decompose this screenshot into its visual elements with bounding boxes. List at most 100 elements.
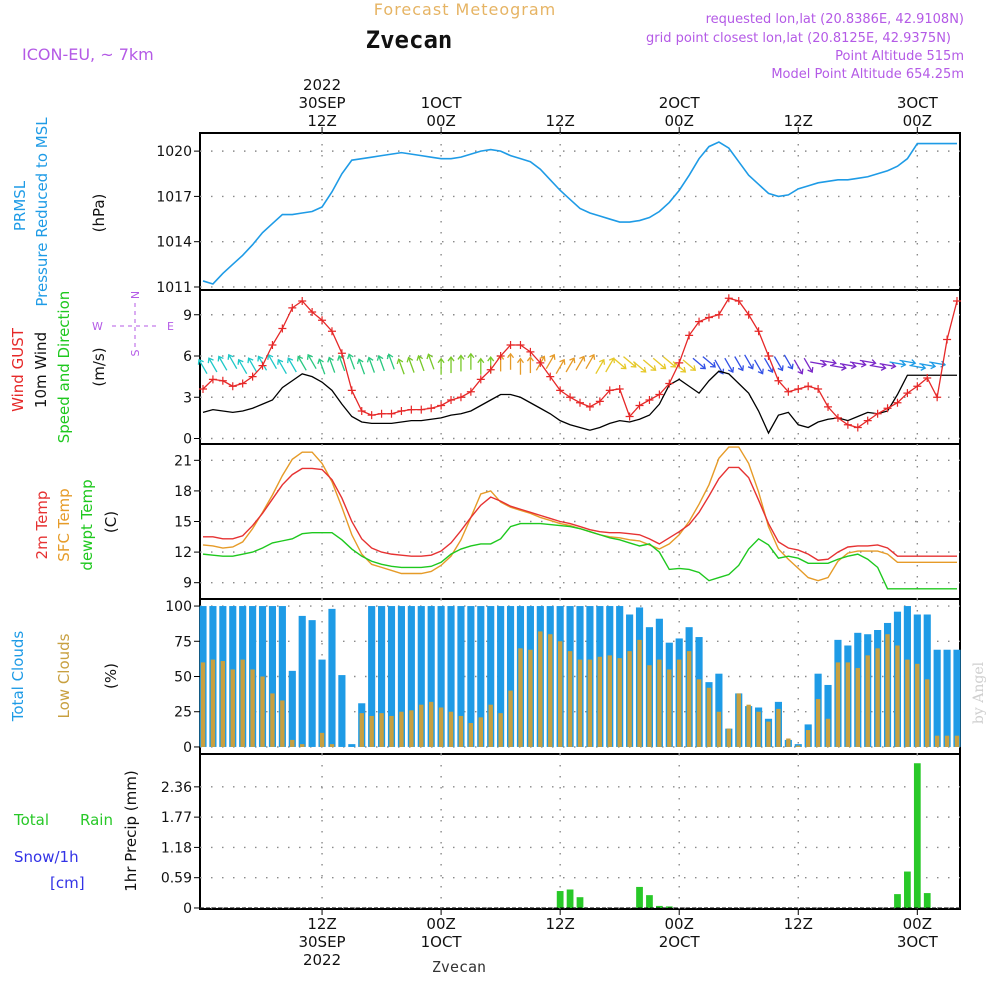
- wind-arrow-shaft: [565, 357, 575, 373]
- gust-marker: [427, 404, 436, 413]
- wind-arrow-shaft: [652, 357, 666, 370]
- wind-arrow-shaft: [238, 359, 248, 374]
- gust-marker: [585, 402, 594, 411]
- wind-arrow-shaft: [849, 361, 866, 366]
- gust-marker: [814, 385, 823, 393]
- total-cloud-bar: [378, 606, 386, 747]
- wind-arrow-head: [880, 364, 887, 371]
- gust-marker: [546, 372, 555, 381]
- wind-direction-arrow: [702, 356, 716, 368]
- low-cloud-bar: [895, 645, 900, 747]
- wind-arrow-head: [386, 353, 394, 360]
- low-cloud-bar: [230, 669, 235, 747]
- total-cloud-bar: [368, 606, 376, 747]
- point-altitude: Point Altitude 515m: [835, 49, 964, 64]
- low-cloud-bar: [627, 651, 632, 747]
- wind-direction-arrow: [306, 353, 317, 370]
- low-cloud-bar: [409, 710, 414, 747]
- wind-direction-arrow: [682, 359, 697, 371]
- compass-e: E: [167, 320, 174, 333]
- wind-labels: Wind GUST 10m Wind Speed and Direction (…: [9, 291, 174, 444]
- pressure-labels: PRMSL Pressure Reduced to MSL (hPa): [11, 117, 108, 307]
- wind-direction-arrow: [859, 359, 877, 367]
- wind-arrow-shaft: [773, 356, 783, 371]
- wind-arrow-shaft: [595, 359, 605, 374]
- data-layer: [197, 141, 961, 909]
- wind-arrow-shaft: [839, 363, 856, 368]
- gust-marker: [685, 331, 694, 340]
- gust-marker: [933, 393, 942, 402]
- wind-arrow-head: [860, 360, 867, 368]
- wind-arrow-shaft: [287, 357, 297, 373]
- wind-arrow-shaft: [417, 355, 425, 372]
- wind-arrow-head: [821, 360, 828, 368]
- wind-direction-arrow: [197, 358, 208, 374]
- gust-marker: [903, 389, 912, 398]
- wind-direction-arrow: [327, 356, 336, 373]
- low-cloud-bar: [548, 634, 553, 747]
- low-cloud-bar: [567, 651, 573, 747]
- wind-arrow-shaft: [318, 358, 326, 375]
- wind-direction-arrow: [356, 358, 366, 375]
- wind-direction-arrow: [227, 353, 238, 370]
- y-tick-label: 15: [174, 515, 192, 531]
- low-cloud-bar: [885, 634, 890, 747]
- low-cloud-bar: [766, 721, 771, 747]
- wind-direction-arrow: [317, 358, 326, 375]
- wind-arrow-head: [317, 358, 324, 365]
- wind-arrow-head: [690, 365, 697, 371]
- bottom-time-label: 12Z: [307, 915, 336, 933]
- gust-marker: [208, 375, 217, 384]
- low-cloud-bar: [379, 713, 384, 747]
- total-cloud-label: Total Clouds: [9, 631, 27, 723]
- wind-arrow-head: [900, 360, 907, 368]
- wind-arrow-shaft: [407, 357, 415, 373]
- y-tick-label: 0: [183, 432, 192, 448]
- wind-arrow-shaft: [545, 354, 555, 370]
- wind-arrow-head: [526, 355, 534, 362]
- wind-arrow-head: [890, 362, 897, 370]
- y-tick-label: 18: [174, 484, 192, 500]
- gust-marker: [943, 335, 952, 344]
- low-cloud-bar: [756, 711, 761, 747]
- total-cloud-bar: [477, 606, 485, 747]
- gust-marker: [873, 409, 882, 418]
- total-cloud-bar: [318, 659, 326, 747]
- wind-arrow-head: [217, 355, 224, 362]
- chart-title: Forecast Meteogram: [374, 0, 556, 19]
- wind-arrow-shaft: [879, 363, 896, 368]
- precip-bar: [655, 905, 663, 908]
- wind-arrow-shaft: [744, 354, 754, 370]
- gust-marker: [486, 365, 495, 374]
- wind-direction-arrow: [416, 354, 425, 372]
- wind-arrow-shaft: [632, 361, 647, 373]
- wind-arrow-shaft: [398, 358, 405, 375]
- low-cloud-bar: [498, 713, 503, 747]
- low-cloud-bar: [319, 732, 325, 747]
- top-time-label: 2OCT: [659, 94, 701, 112]
- wind-arrow-shaft: [248, 357, 258, 373]
- t2m-label: 2m Temp: [33, 491, 51, 560]
- top-time-label: 3OCT: [897, 94, 939, 112]
- wind-direction-arrow: [575, 355, 586, 371]
- low-cloud-bar: [210, 659, 216, 747]
- gust-marker: [258, 361, 267, 370]
- low-cloud-bar: [706, 687, 712, 747]
- sfc-temp-line: [202, 446, 957, 582]
- wind-direction-arrow: [457, 354, 465, 372]
- y-tick-label: 1.77: [161, 810, 192, 826]
- low-cloud-bar: [647, 665, 652, 747]
- gust-marker: [536, 358, 545, 367]
- precip-bar: [576, 897, 584, 908]
- wind-arrow-shaft: [228, 354, 238, 370]
- low-cloud-bar: [359, 713, 364, 747]
- precip-bar: [646, 895, 653, 908]
- total-cloud-bar: [397, 606, 405, 747]
- wind-direction-arrow: [692, 357, 707, 370]
- low-cloud-bar: [905, 659, 910, 747]
- y-tick-label: 9: [183, 576, 192, 592]
- precip-bar: [556, 891, 564, 908]
- low-cloud-bar: [220, 661, 226, 747]
- y-tick-label: 1011: [156, 280, 192, 296]
- gust-marker: [635, 401, 644, 410]
